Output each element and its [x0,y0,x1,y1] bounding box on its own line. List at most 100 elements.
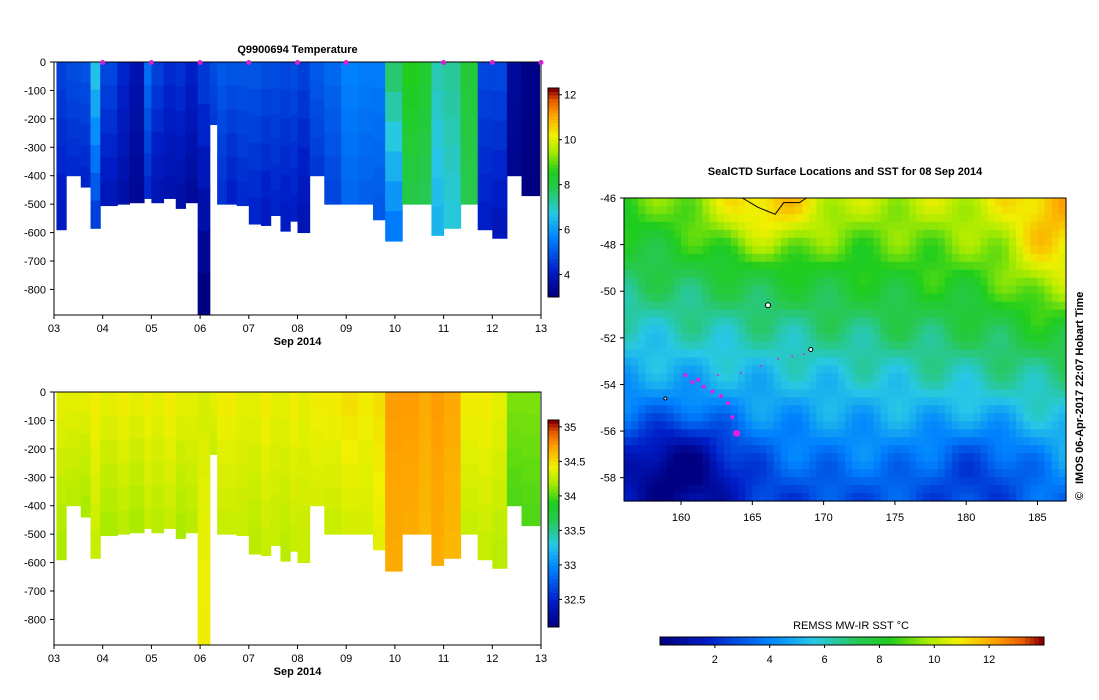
sst-cell [859,229,867,239]
sst-cell [681,357,689,367]
profile-cell [460,133,479,158]
sst-cell [809,237,818,247]
sst-cell [802,229,810,239]
sst-cell [716,365,725,375]
sst-cell [809,445,818,454]
sst-cell [951,261,960,271]
sst-cell [1016,229,1024,239]
profile-cell [197,602,211,645]
sst-cell [780,381,789,390]
profile-cell [66,410,82,431]
profile-cell [358,463,374,488]
sst-cell [823,309,832,319]
sst-cell [1023,485,1031,494]
profile-cell [443,117,462,146]
sst-cell [823,397,832,406]
colorbar-segment [548,244,559,249]
sst-cell [1044,237,1053,247]
x-tick-label: 09 [340,653,352,665]
sst-cell [887,373,896,382]
profile-cell [270,417,281,444]
sst-cell [859,293,867,303]
sst-cell [652,461,661,470]
sst-cell [1016,198,1024,207]
sst-cell [880,405,889,414]
sst-cell [638,357,646,367]
profile-cell [248,197,262,225]
sst-cell [730,301,739,311]
sst-cell [624,381,632,390]
sst-cell [966,277,974,287]
sst-cell [1037,301,1046,311]
sst-cell [944,301,953,311]
sst-cell [1044,485,1053,494]
colorbar-segment [943,637,949,645]
sst-cell [902,397,910,406]
sst-cell [652,485,661,494]
sst-cell [709,381,718,390]
sst-cell [866,349,875,359]
sst-cell [716,381,725,390]
sst-cell [923,317,932,327]
sst-cell [1008,421,1017,430]
sst-cell [902,301,910,311]
sst-cell [873,261,882,271]
sst-cell [723,205,732,215]
profile-cell [270,164,281,191]
sst-cell [666,221,675,231]
sst-cell [816,461,825,470]
sst-cell [837,198,846,207]
sst-cell [773,437,782,446]
y-tick-label: -600 [24,558,46,570]
sst-cell [730,269,739,279]
sst-cell [716,205,725,215]
sst-cell [959,269,967,279]
sst-cell [787,293,796,303]
sst-cell [902,277,910,287]
sst-cell [631,349,639,359]
sst-cell [951,333,960,343]
seal-location-marker [696,377,701,382]
sst-cell [723,437,732,446]
sst-cell [1008,309,1017,319]
profile-cell [297,118,311,148]
sst-cell [666,317,675,327]
sst-cell [1051,269,1060,279]
sst-cell [966,421,974,430]
x-tick-label: 13 [535,323,547,335]
y-tick-label: -400 [24,171,46,183]
sst-cell [716,485,725,494]
seal-location-marker [717,374,720,377]
sst-cell [866,301,875,311]
sst-cell [645,461,654,470]
profile-cell [324,62,342,87]
sst-cell [951,198,960,207]
sst-cell [837,253,846,263]
sst-cell [880,261,889,271]
profile-cell [460,180,479,205]
sst-cell [944,453,953,462]
profile-cell [280,146,291,176]
colorbar-tick-label: 32.5 [564,594,585,606]
colorbar-segment [548,195,559,200]
sst-cell [631,429,639,438]
sst-cell [944,381,953,390]
sst-cell [845,293,853,303]
sst-cell [645,301,654,311]
sst-cell [944,477,953,486]
sst-cell [681,213,689,223]
sst-cell [787,429,796,438]
sst-cell [716,253,725,263]
profile-cell [163,175,177,199]
sst-cell [966,365,974,375]
profile-cell [309,137,325,158]
sst-cell [1030,461,1039,470]
sst-cell [795,477,803,486]
sst-cell [1023,317,1031,327]
sst-cell [966,245,974,255]
sst-cell [887,405,896,414]
profile-cell [236,392,250,417]
sst-cell [624,397,632,406]
sst-cell [1008,349,1017,359]
sst-cell [1037,421,1046,430]
